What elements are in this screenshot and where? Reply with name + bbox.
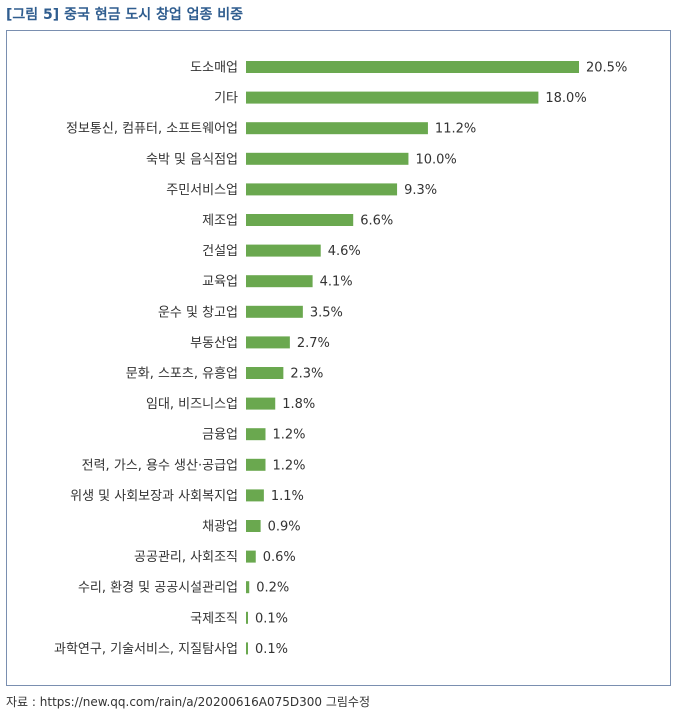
value-label: 10.0% bbox=[415, 152, 456, 167]
figure-title: [그림 5] 중국 현금 도시 창업 업종 비중 bbox=[6, 4, 243, 24]
value-label: 1.2% bbox=[272, 458, 305, 473]
source-note: 자료 : https://new.qq.com/rain/a/20200616A… bbox=[6, 695, 370, 709]
bar bbox=[246, 642, 248, 655]
category-label: 금융업 bbox=[202, 428, 238, 443]
category-label: 제조업 bbox=[202, 214, 238, 229]
category-label: 문화, 스포츠, 유흥업 bbox=[126, 367, 238, 382]
bar bbox=[246, 611, 248, 624]
value-label: 1.1% bbox=[271, 489, 304, 504]
category-label: 숙박 및 음식점업 bbox=[146, 152, 238, 167]
category-label: 기타 bbox=[214, 91, 238, 106]
category-label: 전력, 가스, 용수 생산·공급업 bbox=[82, 458, 238, 473]
category-label: 국제조직 bbox=[190, 611, 238, 626]
category-label: 교육업 bbox=[202, 275, 238, 290]
bar bbox=[246, 305, 303, 318]
bar bbox=[246, 581, 250, 594]
category-label: 운수 및 창고업 bbox=[158, 305, 238, 320]
value-label: 4.1% bbox=[320, 275, 353, 290]
category-label: 과학연구, 기술서비스, 지질탐사업 bbox=[54, 642, 238, 657]
value-label: 4.6% bbox=[328, 244, 361, 259]
value-label: 2.3% bbox=[290, 367, 323, 382]
bar bbox=[246, 183, 398, 196]
bar bbox=[246, 550, 256, 563]
value-label: 0.2% bbox=[256, 581, 289, 596]
value-label: 0.6% bbox=[263, 550, 296, 565]
value-label: 2.7% bbox=[297, 336, 330, 351]
category-label: 정보통신, 컴퓨터, 소프트웨어업 bbox=[66, 122, 238, 137]
category-label: 임대, 비즈니스업 bbox=[146, 397, 238, 412]
value-label: 0.1% bbox=[255, 642, 288, 657]
bar bbox=[246, 122, 428, 135]
bar bbox=[246, 367, 284, 379]
bar bbox=[246, 152, 409, 165]
category-label: 주민서비스업 bbox=[166, 183, 238, 198]
bar bbox=[246, 244, 321, 257]
category-label: 채광업 bbox=[202, 520, 238, 535]
value-label: 1.8% bbox=[282, 397, 315, 412]
category-label: 도소매업 bbox=[190, 61, 238, 76]
chart-frame: 도소매업 20.5% 기타 18.0% 정보통신, 컴퓨터, 소프트웨어업 11.2% 숙박… bbox=[6, 30, 671, 686]
category-label: 수리, 환경 및 공공시설관리업 bbox=[78, 581, 238, 596]
bar bbox=[246, 275, 313, 288]
value-label: 9.3% bbox=[404, 183, 437, 198]
bar bbox=[246, 61, 579, 73]
bar bbox=[246, 91, 539, 104]
bar bbox=[246, 428, 266, 441]
figure-title-text: 중국 현금 도시 창업 업종 비중 bbox=[64, 7, 243, 23]
value-label: 6.6% bbox=[360, 214, 393, 229]
bar bbox=[246, 520, 261, 532]
value-label: 0.9% bbox=[268, 520, 301, 535]
bar bbox=[246, 214, 354, 226]
category-label: 공공관리, 사회조직 bbox=[134, 550, 238, 565]
value-label: 3.5% bbox=[310, 305, 343, 320]
category-label: 부동산업 bbox=[190, 336, 238, 351]
bar bbox=[246, 458, 266, 471]
value-label: 1.2% bbox=[272, 428, 305, 443]
value-label: 11.2% bbox=[435, 122, 476, 137]
bar bbox=[246, 397, 276, 410]
bar bbox=[246, 336, 290, 349]
category-label: 건설업 bbox=[202, 244, 238, 259]
bar bbox=[246, 489, 264, 502]
value-label: 18.0% bbox=[545, 91, 586, 106]
value-label: 20.5% bbox=[586, 61, 627, 76]
value-label: 0.1% bbox=[255, 611, 288, 626]
figure-number: [그림 5] bbox=[6, 7, 60, 23]
category-label: 위생 및 사회보장과 사회복지업 bbox=[70, 489, 238, 504]
bar-chart: 도소매업 20.5% 기타 18.0% 정보통신, 컴퓨터, 소프트웨어업 11.2% 숙박… bbox=[54, 61, 627, 657]
